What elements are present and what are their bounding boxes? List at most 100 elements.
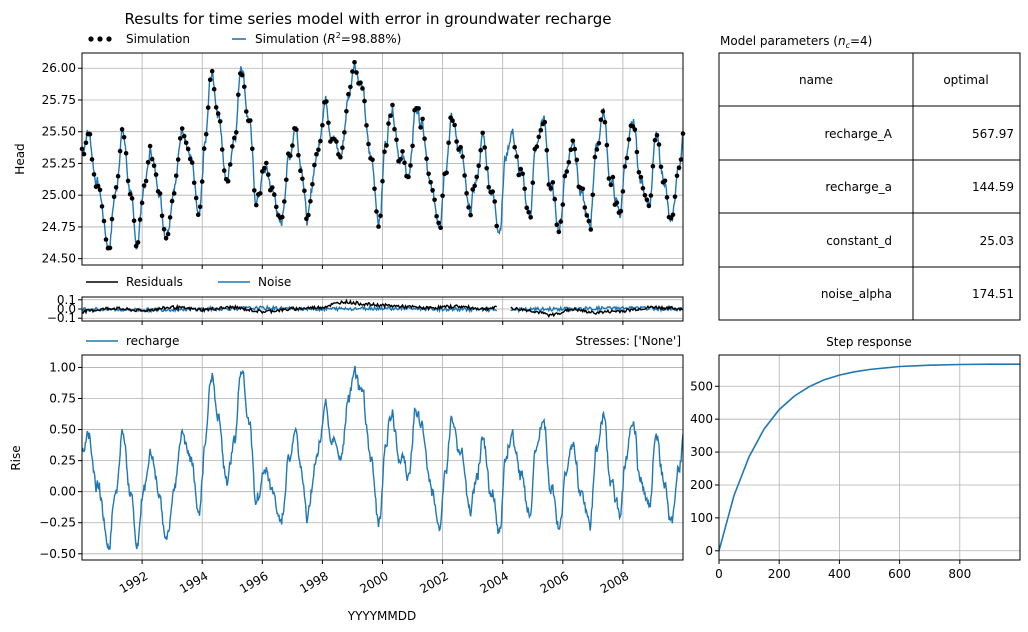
params-table: Model parameters (nc=4) name optimal rec…: [718, 34, 1021, 321]
observation-point: [558, 219, 564, 224]
observation-point: [193, 195, 199, 201]
observation-point: [402, 160, 407, 166]
observation-point: [398, 156, 403, 162]
contribution-ytick-label: 1.00: [49, 360, 76, 374]
observation-point: [548, 186, 554, 191]
step-ytick-label: 300: [690, 445, 713, 459]
params-row-value: 144.59: [972, 180, 1014, 194]
observation-point: [544, 148, 550, 153]
legend-noise-label: Noise: [258, 275, 291, 289]
observation-point: [658, 164, 664, 170]
observation-point: [284, 177, 289, 183]
observation-point: [185, 146, 191, 152]
head-ytick-label: 24.75: [42, 220, 76, 234]
observation-point: [272, 192, 277, 197]
residual-panel: −0.10.00.1 Residuals Noise: [47, 275, 684, 325]
observation-point: [205, 105, 211, 110]
residual-axes-frame: [81, 296, 684, 322]
step-panel-title: Step response: [826, 335, 912, 349]
step-panel: Step response 0 200 400 600 800 0 100 200 300 40…: [690, 335, 1021, 581]
observation-point: [290, 143, 295, 148]
head-axes-frame: [81, 52, 684, 266]
observation-point: [207, 77, 213, 82]
observation-point: [460, 154, 465, 159]
observation-point: [596, 141, 602, 146]
recharge-series: [82, 365, 683, 550]
observation-point: [364, 123, 369, 128]
head-yticks: 24.50 24.75 25.00 25.25 25.50 25.75 26.00: [42, 61, 624, 269]
observation-point: [622, 164, 628, 169]
head-ytick-label: 24.50: [42, 252, 76, 266]
residual-ytick-label: 0.0: [57, 302, 76, 316]
observation-point: [159, 213, 165, 219]
observation-point: [374, 209, 379, 214]
contribution-xtick-label: 2002: [417, 569, 450, 596]
observation-point: [83, 140, 89, 146]
observation-point: [550, 180, 556, 185]
contribution-xticks: 1992 1994 1996 1998 2000 2002 2004 2006 2008: [117, 560, 631, 596]
observation-point: [344, 109, 349, 114]
observation-point: [167, 215, 173, 220]
observation-point: [139, 200, 145, 206]
observation-point: [642, 193, 648, 198]
observation-point: [472, 183, 478, 189]
observation-point: [225, 178, 231, 184]
observation-point: [562, 173, 568, 179]
contribution-ytick-label: 0.25: [49, 454, 76, 468]
observation-point: [145, 159, 151, 165]
residual-legend: Residuals Noise: [86, 275, 291, 289]
observation-point: [530, 180, 536, 185]
observation-point: [400, 149, 405, 154]
observation-point: [191, 180, 197, 186]
head-ytick-label: 25.00: [42, 188, 76, 202]
figure-title: Results for time series model with error…: [124, 10, 611, 28]
observation-point: [153, 172, 159, 177]
observation-point: [574, 157, 580, 163]
observation-point: [534, 144, 540, 149]
observation-point: [490, 189, 496, 194]
contribution-yticks: −0.50 −0.25 0.00 0.25 0.50 0.75 1.00: [39, 360, 82, 561]
observation-point: [422, 136, 427, 141]
observation-point: [482, 145, 488, 150]
residual-yticks: −0.10.00.1: [47, 293, 624, 325]
params-table-frame: [718, 52, 1021, 321]
observation-point: [242, 84, 247, 90]
step-xtick-label: 600: [888, 567, 911, 581]
legend-recharge-label: recharge: [126, 334, 179, 348]
observation-point: [101, 218, 107, 224]
observation-point: [195, 212, 201, 217]
observation-point: [572, 146, 578, 152]
step-yticks: 0 100 200 300 400 500: [690, 379, 719, 558]
contribution-xtick-label: 1996: [237, 569, 270, 596]
observation-point: [542, 119, 548, 125]
step-xtick-label: 400: [828, 567, 851, 581]
observation-point: [620, 189, 626, 194]
observation-point: [370, 157, 375, 162]
observation-point: [480, 130, 486, 136]
observation-point: [236, 92, 241, 98]
legend-residuals-label: Residuals: [126, 275, 183, 289]
observation-point: [161, 227, 167, 232]
observation-point: [173, 173, 179, 178]
observation-point: [141, 183, 147, 188]
observation-point: [366, 141, 371, 147]
observation-point: [392, 126, 397, 132]
contribution-xtick-label: 1998: [297, 569, 330, 596]
observation-point: [318, 138, 323, 144]
observation-point: [109, 216, 115, 222]
observation-point: [169, 198, 175, 204]
observation-point: [382, 149, 387, 155]
observation-point: [181, 133, 187, 139]
observation-point: [546, 182, 552, 187]
head-panel: 24.50 24.75 25.00 25.25 25.50 25.75 26.00 Head…: [13, 31, 686, 269]
observation-point: [662, 178, 668, 184]
observation-point: [538, 128, 544, 133]
observation-point: [147, 143, 153, 149]
observation-point: [133, 243, 139, 249]
observation-point: [282, 199, 287, 204]
observation-point: [566, 160, 572, 165]
observation-point: [390, 102, 395, 108]
observation-point: [183, 140, 189, 146]
observation-point: [652, 137, 658, 143]
